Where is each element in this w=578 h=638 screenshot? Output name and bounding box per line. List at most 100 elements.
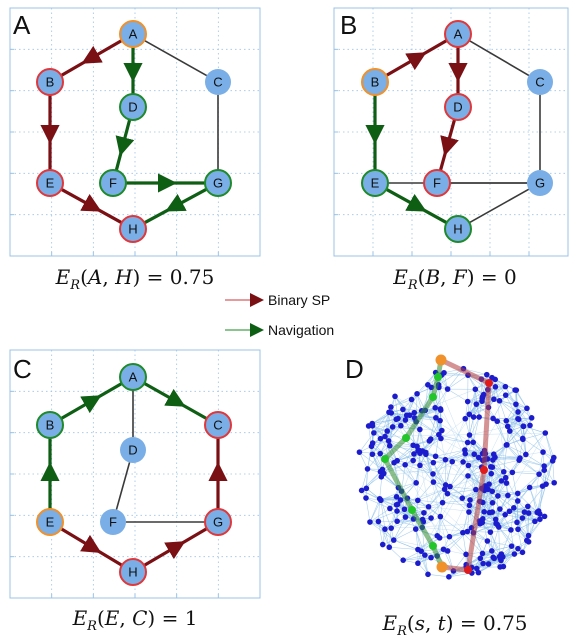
brain-edge <box>383 464 406 474</box>
brain-node <box>422 552 428 558</box>
node-f-circle <box>100 509 126 535</box>
brain-edge <box>528 474 540 542</box>
brain-node <box>459 495 466 501</box>
node-b-label: B <box>46 75 55 90</box>
brain-node <box>475 569 482 576</box>
brain-edge <box>393 462 434 541</box>
nav-edge-GH-arrow <box>165 193 187 212</box>
brain-edge <box>505 386 519 413</box>
brain-edge <box>522 438 544 453</box>
panel-b-edges <box>365 39 541 225</box>
brain-node <box>465 462 472 469</box>
node-d-label: D <box>128 100 137 115</box>
brain-edge <box>496 421 508 445</box>
node-d: D <box>444 93 472 121</box>
brain-edge <box>545 432 555 458</box>
brain-edge <box>529 425 544 453</box>
brain-node <box>425 571 431 578</box>
brain-edge <box>469 434 485 451</box>
brain-node <box>471 451 478 458</box>
node-c-label: C <box>213 418 222 433</box>
brain-edge <box>416 421 439 435</box>
brain-edge <box>428 489 445 507</box>
brain-edge <box>529 470 545 488</box>
node-e-circle <box>36 169 64 197</box>
brain-node <box>519 515 526 521</box>
node-a-label: A <box>454 27 463 42</box>
panel-b-nodes: A B C D E F G H <box>361 20 553 243</box>
node-b-label: B <box>371 75 380 90</box>
brain-edge <box>393 518 414 541</box>
brain-edge <box>369 498 380 523</box>
brain-node <box>479 550 486 557</box>
node-h-circle <box>119 558 147 586</box>
brain-edge <box>380 500 386 530</box>
brain-edge <box>494 457 513 473</box>
brain-edge <box>373 426 393 434</box>
brain-node <box>464 398 471 405</box>
brain-node <box>473 401 480 407</box>
graph-edge-AC <box>468 39 530 77</box>
brain-node <box>525 503 531 510</box>
brain-node <box>382 526 388 532</box>
brain-edge <box>415 465 421 483</box>
brain-edge <box>432 396 483 475</box>
brain-node <box>386 409 392 416</box>
node-g-label: G <box>213 176 223 191</box>
brain-node <box>408 396 415 403</box>
brain-edge <box>476 403 494 419</box>
node-c-circle <box>527 69 553 95</box>
brain-node <box>526 484 533 491</box>
node-a: A <box>444 20 472 48</box>
brain-node <box>425 503 432 510</box>
node-d-circle <box>119 93 147 121</box>
brain-edge <box>516 390 528 409</box>
brain-node <box>444 490 451 497</box>
brain-edge <box>538 484 547 512</box>
brain-node <box>497 564 503 570</box>
brain-node <box>386 544 393 551</box>
brain-node <box>432 453 439 460</box>
brain-edge <box>498 511 525 528</box>
brain-edge <box>417 453 483 564</box>
brain-edge <box>416 393 422 411</box>
brain-node <box>489 500 496 506</box>
brain-node <box>484 538 491 544</box>
brain-edge <box>390 406 402 426</box>
brain-node <box>502 392 509 398</box>
brain-node <box>442 482 449 488</box>
brain-edge <box>388 419 406 442</box>
brain-node <box>537 516 543 523</box>
brain-edge <box>367 453 381 470</box>
brain-node <box>414 390 420 397</box>
node-f-label: F <box>109 176 117 191</box>
brain-node <box>428 515 434 521</box>
panel-c-letter: C <box>13 354 32 384</box>
brain-node <box>377 435 384 442</box>
brain-node <box>486 481 492 487</box>
node-c-label: C <box>535 75 544 90</box>
node-c-circle <box>204 411 232 439</box>
brain-node <box>528 415 535 421</box>
brain-edge <box>390 396 396 414</box>
brain-edge <box>372 412 390 424</box>
node-a-circle <box>119 20 147 48</box>
panel-a-edges <box>40 39 219 225</box>
brain-node <box>428 554 434 561</box>
brain-edge <box>447 493 470 513</box>
brain-edge <box>482 453 515 508</box>
brain-node <box>446 574 452 580</box>
nav-edge-DF-arrow <box>115 135 135 157</box>
brain-node <box>402 417 409 423</box>
brain-edge <box>506 444 526 455</box>
node-f: F <box>100 509 126 535</box>
brain-node <box>430 479 437 485</box>
brain-edge <box>367 446 372 469</box>
node-c: C <box>205 69 231 95</box>
brain-edge <box>380 500 392 529</box>
brain-edge <box>525 454 545 467</box>
brain-node <box>369 420 376 427</box>
brain-node <box>542 430 549 436</box>
brain-node <box>535 508 542 514</box>
brain-edge <box>440 516 450 537</box>
